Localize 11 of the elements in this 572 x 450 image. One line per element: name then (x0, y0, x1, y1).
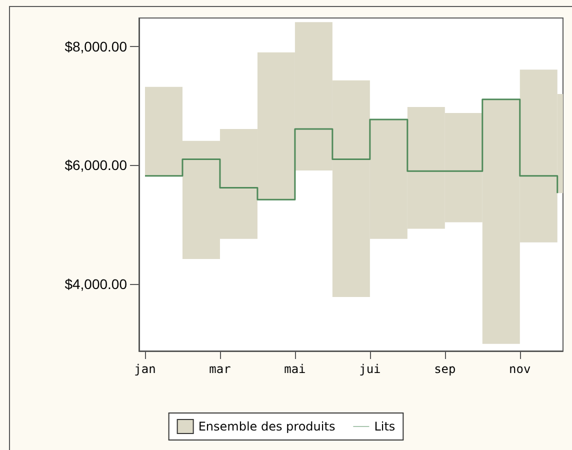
x-tick-label: nov (509, 362, 531, 376)
x-tick-label: mai (284, 362, 306, 376)
legend-label: Ensemble des produits (198, 420, 336, 434)
x-tick-label: jui (359, 362, 381, 376)
y-tick-label: $4,000.00 (64, 276, 128, 292)
legend-label: Lits (374, 420, 396, 434)
y-tick-label: $8,000.00 (64, 38, 128, 54)
x-tick-label: jan (134, 362, 156, 376)
x-tick-label: sep (434, 362, 456, 376)
x-tick-label: mar (209, 362, 231, 376)
y-tick-label: $6,000.00 (64, 157, 128, 174)
